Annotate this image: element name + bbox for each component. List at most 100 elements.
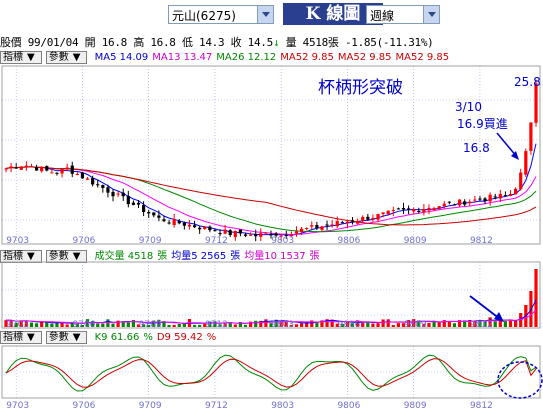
volume-bar (412, 319, 416, 327)
candle-body (427, 207, 431, 211)
candle-body (279, 235, 283, 237)
candle-body (350, 220, 355, 222)
params-button-label: 參數 (48, 52, 69, 63)
x-tick-label: 9803 (271, 320, 294, 330)
indicator-button[interactable]: 指標 ▼ (0, 51, 42, 64)
volume-bar (437, 321, 441, 327)
params-button[interactable]: 參數 ▼ (45, 51, 88, 64)
x-tick-label: 9809 (404, 401, 427, 411)
candle-body (218, 233, 222, 235)
volume-label: 量 (285, 36, 297, 49)
dropdown-arrow-icon: ▼ (27, 251, 35, 262)
dropdown-arrow-icon: ▼ (72, 52, 81, 63)
down-arrow-icon: ↓ (272, 36, 280, 49)
candle-body (187, 224, 192, 227)
volume-bar (289, 324, 293, 327)
volume-bar (427, 322, 431, 327)
candle-body (136, 202, 141, 205)
period-select[interactable]: 週線 (366, 5, 440, 24)
candle-body (198, 227, 202, 230)
candle-body (55, 172, 59, 174)
candle-body (147, 212, 151, 214)
dropdown-arrow-icon: ▼ (27, 52, 35, 63)
candle-body (294, 231, 299, 234)
legend-item: MA13 13.47 (152, 52, 213, 63)
candle-body (177, 221, 181, 224)
volume-bar (401, 323, 406, 327)
volume-bar (182, 323, 186, 327)
candle-body (91, 178, 95, 185)
candle-body (269, 234, 273, 236)
candle-body (116, 193, 120, 195)
kd-cross-circle (497, 361, 543, 399)
volume-bar (391, 324, 395, 327)
x-tick-label: 9806 (337, 236, 360, 246)
candle-body (65, 167, 69, 170)
candle-body (233, 231, 237, 238)
candle-body (141, 205, 146, 213)
volume-bar (422, 323, 426, 327)
low-label: 低 (181, 36, 193, 49)
volume-bar (19, 320, 23, 327)
indicator-button-label: 指標 (3, 251, 23, 262)
volume-bar (213, 321, 217, 327)
volume-bar (198, 324, 202, 327)
change-value: -1.85(-11.31%) (344, 36, 434, 49)
volume-bar (442, 320, 446, 327)
candle-body (274, 233, 278, 236)
volume-bar (417, 320, 421, 327)
volume-bar (167, 324, 171, 327)
chevron-down-icon[interactable] (257, 6, 273, 23)
legend-item: K9 61.66 (94, 332, 140, 343)
dropdown-arrow-icon: ▼ (72, 332, 81, 343)
volume-bar (366, 322, 370, 327)
legend-item: 張 (157, 251, 168, 262)
ma-layer (5, 143, 537, 236)
candle-body (529, 122, 533, 151)
buy-annotation: 16.9買進 (457, 117, 508, 131)
x-tick-label: 9712 (205, 401, 228, 411)
volume-bar (294, 324, 299, 327)
volume-bar (162, 321, 166, 327)
indicator-button[interactable]: 指標 ▼ (0, 331, 42, 344)
high-label: 高 (133, 36, 145, 49)
volume-bar (60, 322, 64, 327)
volume-bar (305, 321, 309, 327)
legend-item: MA52 9.85 (395, 52, 450, 63)
volume-bar (172, 324, 176, 327)
chevron-down-icon[interactable] (423, 6, 439, 23)
legend-item: 均量5 2565 (171, 251, 227, 262)
volume-bar (34, 323, 39, 327)
volume-layer (4, 269, 538, 327)
volume-bar (177, 323, 181, 327)
candle-body (417, 211, 421, 213)
chart-title: K 線圖 (283, 3, 383, 25)
candle-body (534, 83, 538, 123)
dropdown-arrow-icon: ▼ (72, 251, 81, 262)
stock-select[interactable]: 元山(6275) (168, 5, 274, 24)
candle-body (498, 193, 502, 199)
volume-bar (111, 323, 115, 327)
volume-bar (55, 322, 59, 327)
candle-body (493, 196, 497, 198)
candle-body (483, 198, 487, 201)
candle-body (34, 167, 39, 171)
volume-bar (65, 324, 69, 327)
volume-bar (80, 324, 85, 327)
candle-body (345, 221, 350, 224)
params-button[interactable]: 參數 ▼ (45, 331, 88, 344)
volume-bar (243, 324, 248, 327)
volume-bar (381, 319, 385, 327)
candle-body (447, 201, 451, 203)
x-tick-label: 9803 (271, 236, 294, 246)
candle-body (60, 169, 64, 174)
candle-body (162, 219, 166, 222)
candle-body (356, 220, 360, 224)
legend-item: MA26 12.12 (216, 52, 277, 63)
volume-bar (335, 323, 339, 327)
x-tick-label: 9712 (205, 236, 228, 246)
volume-bar (233, 324, 237, 327)
indicator-button-label: 指標 (3, 332, 23, 343)
volume-bar (203, 323, 207, 327)
volume-bar (29, 322, 34, 327)
